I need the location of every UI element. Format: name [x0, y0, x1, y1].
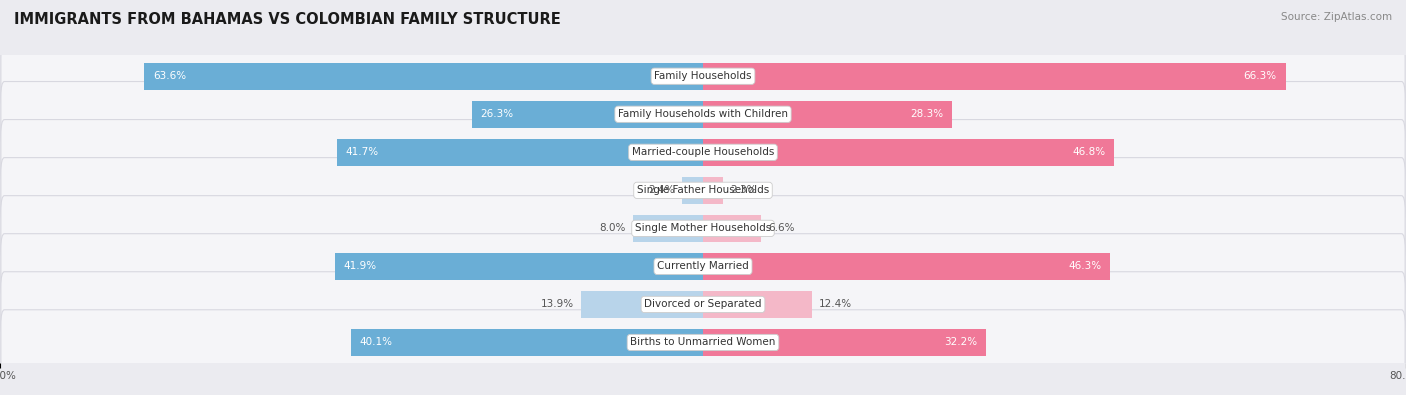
Bar — [335, 253, 703, 280]
FancyBboxPatch shape — [1, 272, 1405, 337]
Text: Single Mother Households: Single Mother Households — [636, 223, 770, 233]
FancyBboxPatch shape — [1, 120, 1405, 185]
Text: 41.7%: 41.7% — [346, 147, 378, 157]
Bar — [581, 291, 703, 318]
Text: 28.3%: 28.3% — [910, 109, 943, 119]
Bar — [703, 101, 952, 128]
Text: 2.4%: 2.4% — [648, 185, 675, 196]
Text: Source: ZipAtlas.com: Source: ZipAtlas.com — [1281, 12, 1392, 22]
Text: 40.1%: 40.1% — [360, 337, 392, 348]
Text: 2.3%: 2.3% — [730, 185, 756, 196]
Bar — [703, 177, 723, 204]
Bar — [682, 177, 703, 204]
Text: Single Father Households: Single Father Households — [637, 185, 769, 196]
Text: 66.3%: 66.3% — [1244, 71, 1277, 81]
Text: IMMIGRANTS FROM BAHAMAS VS COLOMBIAN FAMILY STRUCTURE: IMMIGRANTS FROM BAHAMAS VS COLOMBIAN FAM… — [14, 12, 561, 27]
Bar — [703, 62, 1285, 90]
Text: Currently Married: Currently Married — [657, 261, 749, 271]
Text: 46.8%: 46.8% — [1073, 147, 1105, 157]
Text: Divorced or Separated: Divorced or Separated — [644, 299, 762, 309]
FancyBboxPatch shape — [1, 234, 1405, 299]
Text: 32.2%: 32.2% — [943, 337, 977, 348]
FancyBboxPatch shape — [1, 310, 1405, 375]
Bar — [703, 253, 1109, 280]
Text: Family Households: Family Households — [654, 71, 752, 81]
Bar — [703, 139, 1114, 166]
Bar — [703, 291, 813, 318]
Text: Married-couple Households: Married-couple Households — [631, 147, 775, 157]
Bar — [633, 214, 703, 242]
Text: 8.0%: 8.0% — [599, 223, 626, 233]
Text: 41.9%: 41.9% — [343, 261, 377, 271]
Bar — [336, 139, 703, 166]
Text: Family Households with Children: Family Households with Children — [619, 109, 787, 119]
FancyBboxPatch shape — [1, 196, 1405, 261]
FancyBboxPatch shape — [1, 81, 1405, 147]
Bar — [472, 101, 703, 128]
Text: 12.4%: 12.4% — [818, 299, 852, 309]
FancyBboxPatch shape — [1, 43, 1405, 109]
Text: Births to Unmarried Women: Births to Unmarried Women — [630, 337, 776, 348]
Bar — [703, 329, 986, 356]
FancyBboxPatch shape — [1, 158, 1405, 223]
Text: 26.3%: 26.3% — [481, 109, 513, 119]
Text: 63.6%: 63.6% — [153, 71, 186, 81]
Text: 13.9%: 13.9% — [541, 299, 574, 309]
Text: 46.3%: 46.3% — [1069, 261, 1101, 271]
Text: 6.6%: 6.6% — [768, 223, 794, 233]
Bar — [145, 62, 703, 90]
Bar — [350, 329, 703, 356]
Bar — [703, 214, 761, 242]
